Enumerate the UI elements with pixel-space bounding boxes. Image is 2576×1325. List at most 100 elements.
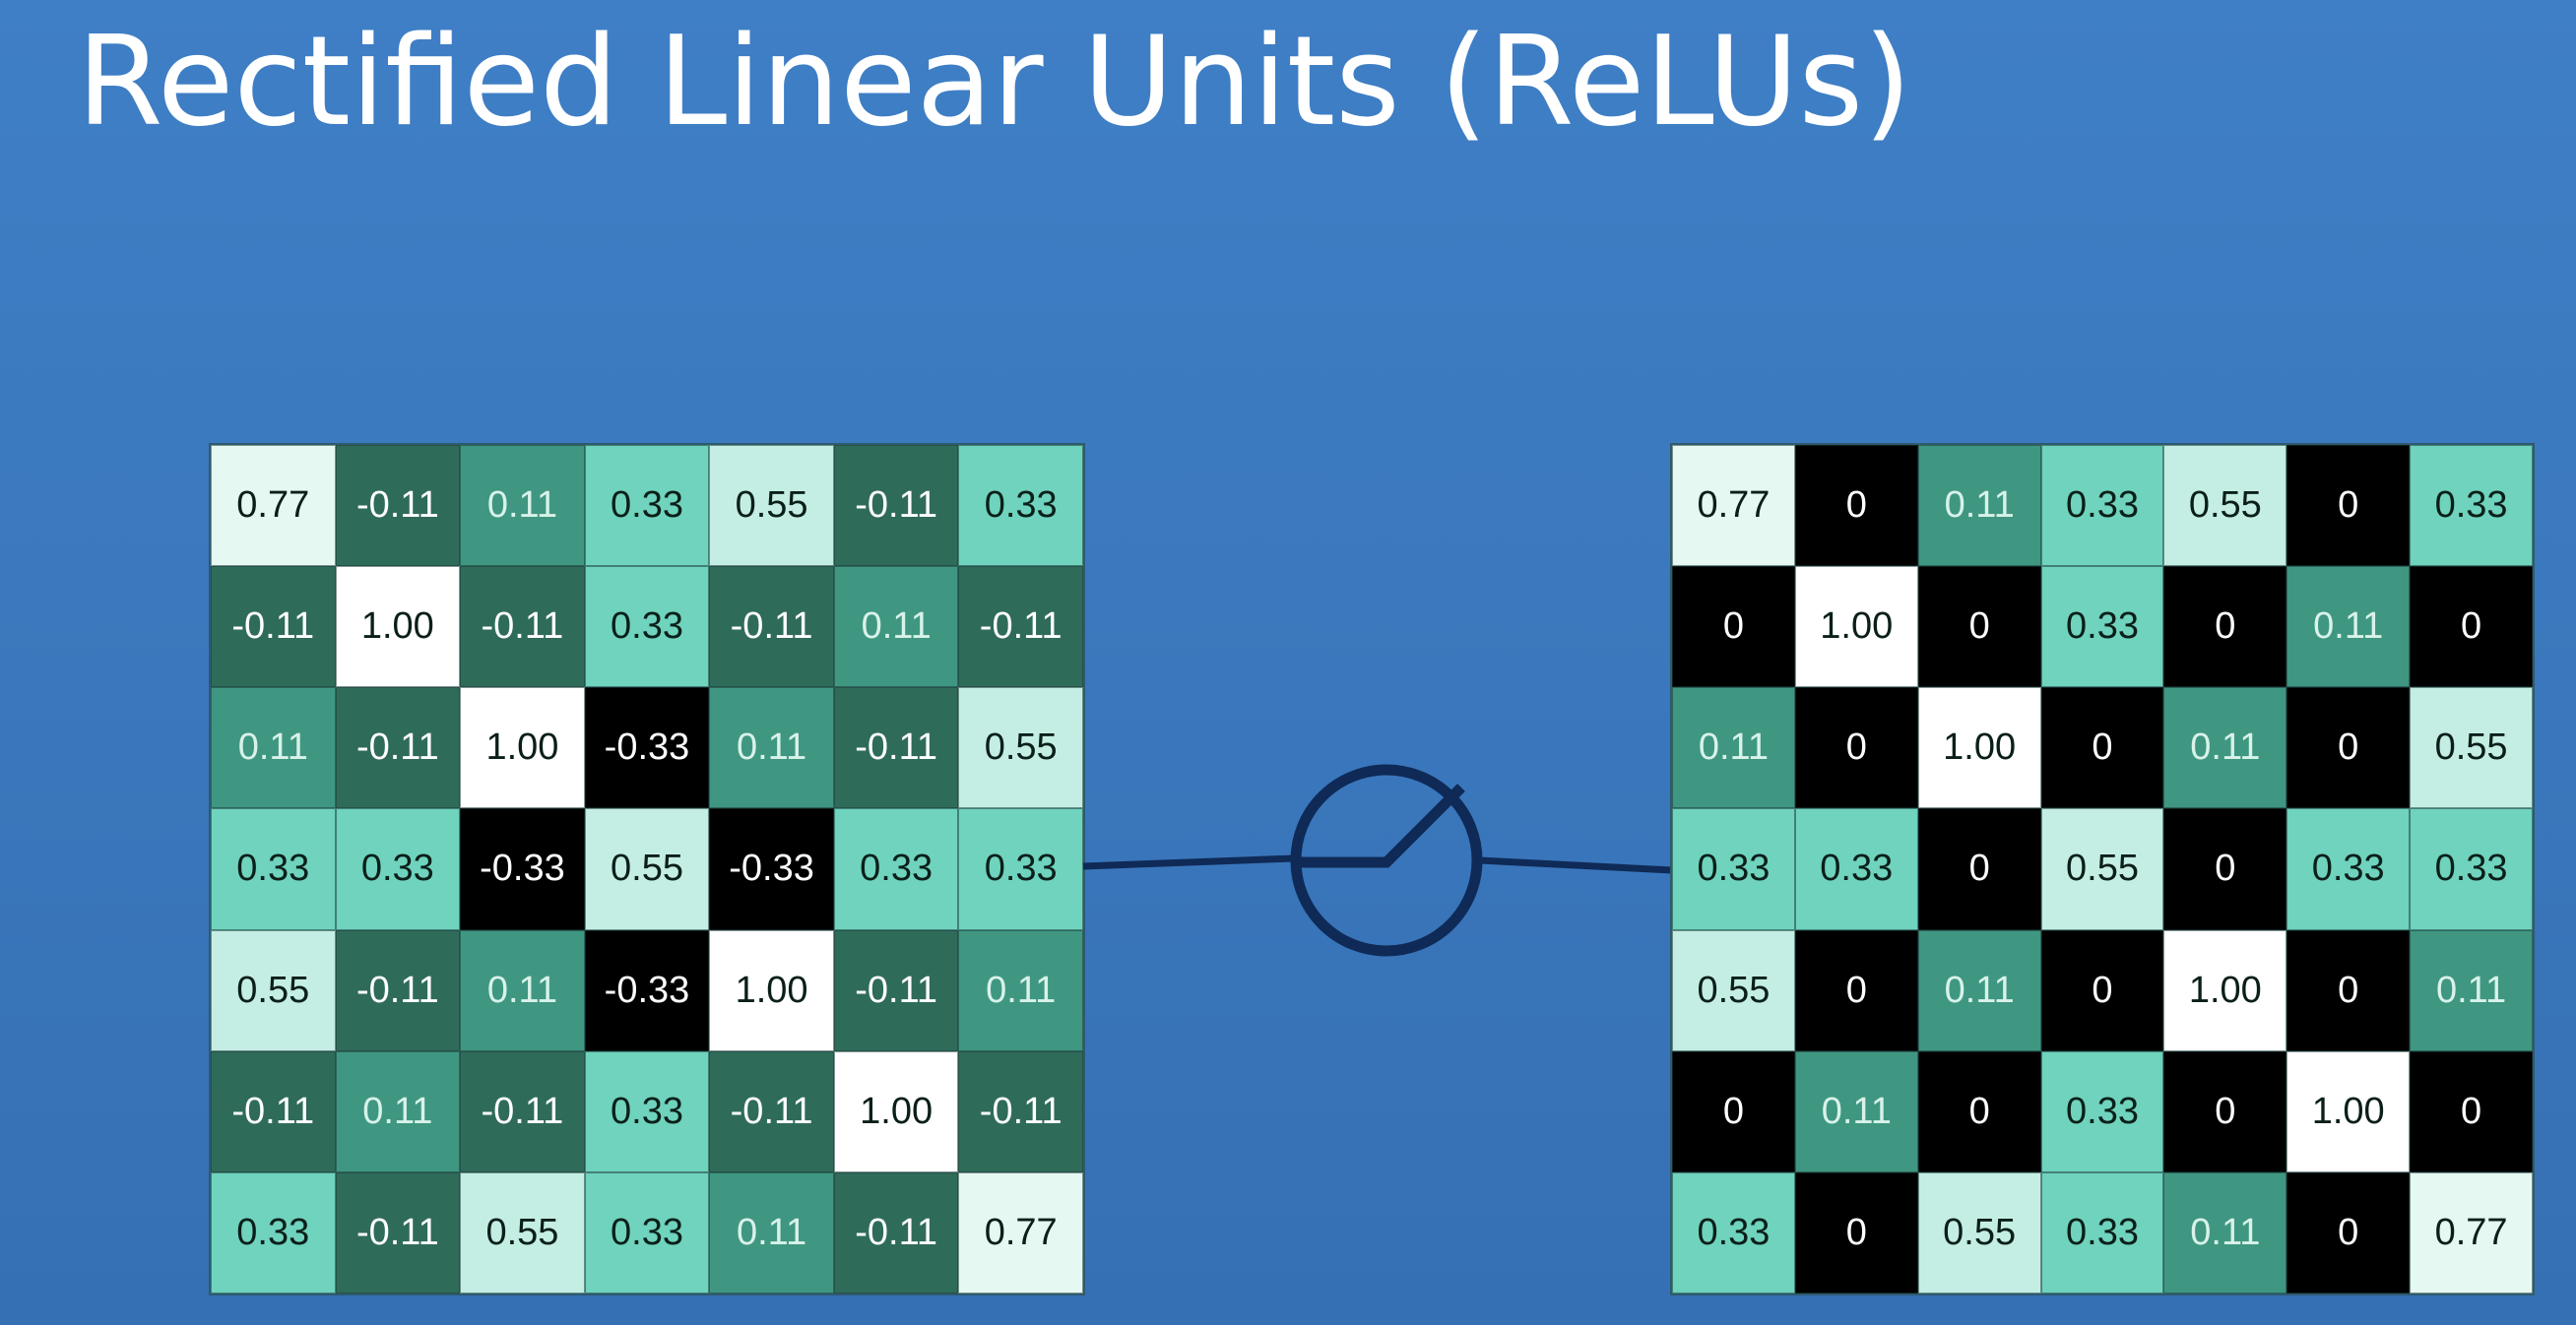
matrix-cell: 0.33	[2040, 445, 2164, 567]
matrix-cell: -0.11	[833, 929, 959, 1051]
matrix-cell: 0.11	[2163, 1171, 2287, 1293]
matrix-cell: 0	[2040, 929, 2164, 1051]
matrix-cell: 0.11	[1794, 1050, 1918, 1172]
matrix-cell: 0.11	[460, 929, 585, 1051]
matrix-cell: 0.55	[2040, 808, 2164, 930]
matrix-cell: 0.11	[833, 566, 959, 688]
matrix-cell: 0.55	[1917, 1171, 2041, 1293]
matrix-cell: -0.11	[335, 929, 461, 1051]
output-feature-map: 0.77 0 0.11 0.33 0.55 0 0.33 0 1.00 0 0.33 0 0.11 0 0.…	[1672, 445, 2533, 1293]
connector-line-left	[1082, 854, 1295, 870]
matrix-cell: 0.33	[2040, 566, 2164, 688]
matrix-cell: 0.55	[211, 929, 336, 1051]
matrix-cell: -0.33	[460, 808, 585, 930]
matrix-cell: -0.11	[460, 566, 585, 688]
matrix-cell: -0.11	[833, 1171, 959, 1293]
matrix-cell: 0	[1794, 1171, 1918, 1293]
connector-line-right	[1478, 856, 1673, 874]
matrix-cell: 0	[1672, 1050, 1795, 1172]
relu-activation-icon	[1290, 764, 1483, 957]
matrix-cell: 0.33	[1794, 808, 1918, 930]
matrix-cell: 0.33	[211, 1171, 336, 1293]
matrix-cell: 1.00	[1794, 566, 1918, 688]
matrix-cell: 0.77	[2410, 1171, 2533, 1293]
matrix-cell: -0.33	[584, 929, 710, 1051]
matrix-cell: 1.00	[2163, 929, 2287, 1051]
matrix-cell: 0	[2286, 445, 2411, 567]
matrix-cell: 0.33	[1672, 808, 1795, 930]
matrix-cell: -0.11	[335, 1171, 461, 1293]
matrix-cell: 1.00	[460, 687, 585, 809]
matrix-cell: 0	[1917, 1050, 2041, 1172]
matrix-cell: -0.11	[460, 1050, 585, 1172]
matrix-cell: 0.55	[2163, 445, 2287, 567]
matrix-cell: 0.11	[1917, 445, 2041, 567]
matrix-cell: -0.11	[958, 566, 1083, 688]
matrix-cell: -0.11	[335, 445, 461, 567]
matrix-cell: 0	[1794, 929, 1918, 1051]
matrix-cell: 0.55	[958, 687, 1083, 809]
matrix-cell: 0.11	[1672, 687, 1795, 809]
matrix-cell: 0.11	[2163, 687, 2287, 809]
matrix-cell: 0	[2040, 687, 2164, 809]
matrix-cell: 0.33	[2040, 1050, 2164, 1172]
matrix-cell: 0.77	[1672, 445, 1795, 567]
matrix-cell: 0	[2163, 1050, 2287, 1172]
matrix-cell: 0	[2163, 808, 2287, 930]
matrix-cell: 1.00	[709, 929, 834, 1051]
matrix-cell: 0.33	[958, 808, 1083, 930]
matrix-cell: 0.55	[460, 1171, 585, 1293]
matrix-cell: 0	[2410, 1050, 2533, 1172]
matrix-cell: 0.77	[958, 1171, 1083, 1293]
matrix-cell: -0.11	[709, 566, 834, 688]
matrix-cell: 0	[2286, 1171, 2411, 1293]
matrix-cell: -0.11	[833, 445, 959, 567]
matrix-cell: -0.33	[584, 687, 710, 809]
matrix-cell: 0	[2163, 566, 2287, 688]
matrix-cell: 0.11	[2410, 929, 2533, 1051]
matrix-cell: 0	[2286, 929, 2411, 1051]
matrix-cell: 0.11	[335, 1050, 461, 1172]
matrix-cell: 0	[1794, 445, 1918, 567]
matrix-cell: -0.11	[335, 687, 461, 809]
matrix-cell: 0.11	[211, 687, 336, 809]
matrix-cell: 0	[2410, 566, 2533, 688]
matrix-cell: 1.00	[2286, 1050, 2411, 1172]
matrix-cell: 0.33	[584, 445, 710, 567]
matrix-cell: -0.11	[211, 1050, 336, 1172]
matrix-cell: 0.33	[2286, 808, 2411, 930]
matrix-cell: 0.11	[958, 929, 1083, 1051]
matrix-cell: 0.33	[1672, 1171, 1795, 1293]
matrix-cell: 0.33	[335, 808, 461, 930]
matrix-cell: 0	[1794, 687, 1918, 809]
matrix-cell: 0	[1917, 808, 2041, 930]
matrix-cell: 0	[1672, 566, 1795, 688]
matrix-cell: 0.55	[1672, 929, 1795, 1051]
matrix-cell: 1.00	[833, 1050, 959, 1172]
matrix-cell: 0.11	[1917, 929, 2041, 1051]
input-feature-map: 0.77 -0.11 0.11 0.33 0.55 -0.11 0.33 -0.11 1.00-…	[211, 445, 1083, 1293]
matrix-cell: 0	[2286, 687, 2411, 809]
matrix-cell: 0.55	[584, 808, 710, 930]
matrix-cell: -0.11	[833, 687, 959, 809]
matrix-cell: 0.33	[584, 1171, 710, 1293]
matrix-cell: 0.11	[709, 1171, 834, 1293]
slide-title: Rectified Linear Units (ReLUs)	[77, 9, 1912, 154]
matrix-cell: 0.55	[2410, 687, 2533, 809]
matrix-cell: 0.33	[2040, 1171, 2164, 1293]
matrix-cell: 0.33	[2410, 445, 2533, 567]
matrix-cell: 0.33	[958, 445, 1083, 567]
matrix-cell: 1.00	[335, 566, 461, 688]
matrix-cell: -0.33	[709, 808, 834, 930]
matrix-cell: 0.11	[460, 445, 585, 567]
matrix-cell: -0.11	[709, 1050, 834, 1172]
matrix-cell: 0.33	[833, 808, 959, 930]
matrix-cell: 0.33	[2410, 808, 2533, 930]
matrix-cell: 0.33	[584, 566, 710, 688]
matrix-cell: -0.11	[211, 566, 336, 688]
matrix-cell: 0.55	[709, 445, 834, 567]
matrix-cell: 0.11	[709, 687, 834, 809]
matrix-cell: 0.33	[211, 808, 336, 930]
matrix-cell: 0.77	[211, 445, 336, 567]
matrix-cell: 0	[1917, 566, 2041, 688]
